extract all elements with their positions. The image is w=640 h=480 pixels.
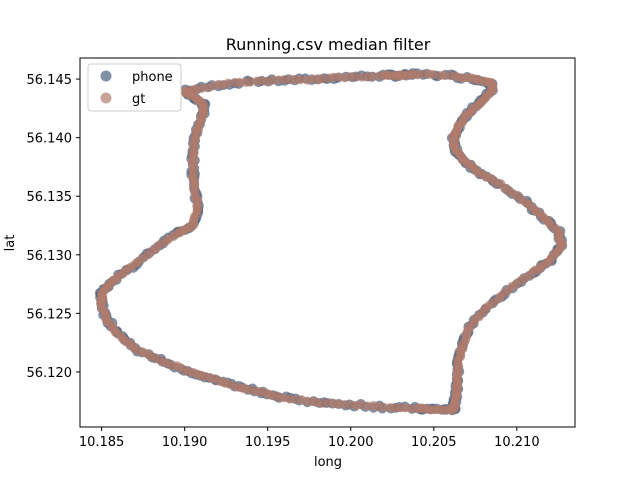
plot-marks (95, 68, 568, 416)
gt-point (223, 78, 233, 88)
gt-point (295, 75, 305, 85)
y-tick-label: 56.140 (27, 132, 73, 147)
gt-point (428, 70, 438, 80)
y-axis: 56.120 56.125 56.130 56.135 56.140 56.145 (27, 73, 80, 381)
y-tick-label: 56.125 (27, 307, 73, 322)
y-tick-label: 56.135 (27, 190, 73, 205)
gt-point (180, 86, 190, 96)
y-tick-label: 56.130 (27, 249, 73, 264)
x-tick-label: 10.185 (79, 435, 125, 450)
x-axis-label: long (314, 455, 342, 470)
gt-point (350, 72, 360, 82)
x-tick-label: 10.195 (245, 435, 291, 450)
x-axis: 10.185 10.190 10.195 10.200 10.205 10.210 (79, 427, 540, 450)
gt-point (317, 73, 327, 84)
y-axis-label: lat (3, 235, 18, 252)
y-tick-label: 56.145 (27, 73, 73, 88)
x-tick-label: 10.210 (494, 435, 540, 450)
legend-phone-marker (100, 70, 112, 82)
plot-frame (79, 57, 576, 428)
legend-phone-label: phone (132, 70, 173, 85)
x-tick-label: 10.205 (411, 435, 457, 450)
gt-point (245, 76, 256, 87)
x-tick-label: 10.190 (162, 435, 208, 450)
legend-gt-marker (100, 92, 112, 104)
gt-point (297, 395, 307, 405)
legend: phone gt (87, 63, 182, 112)
gt-point (363, 401, 373, 411)
x-tick-label: 10.200 (328, 435, 374, 450)
legend-gt-label: gt (132, 92, 145, 107)
chart-title: Running.csv median filter (226, 35, 431, 54)
y-tick-label: 56.120 (27, 366, 73, 381)
